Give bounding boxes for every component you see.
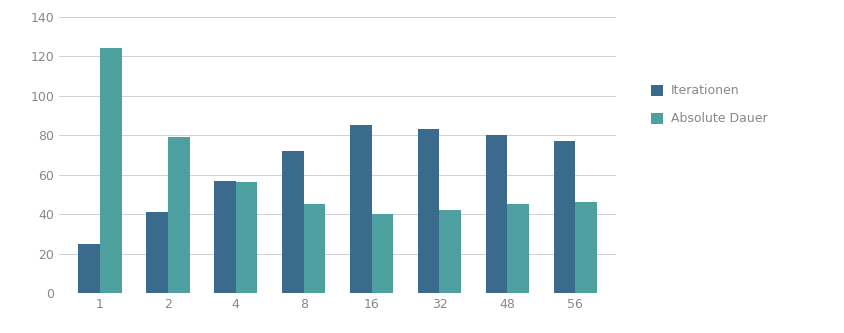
Bar [349, 125, 371, 293]
Bar [554, 141, 576, 293]
Bar [235, 182, 257, 293]
Bar [576, 202, 597, 293]
Bar [371, 214, 393, 293]
Bar [100, 48, 122, 293]
Bar [485, 135, 507, 293]
Bar [507, 204, 529, 293]
Bar [304, 204, 326, 293]
Bar [440, 210, 461, 293]
Bar [146, 212, 168, 293]
Bar [418, 129, 440, 293]
Legend: Iterationen, Absolute Dauer: Iterationen, Absolute Dauer [645, 78, 774, 132]
Bar [214, 180, 235, 293]
Bar [168, 137, 190, 293]
Bar [78, 244, 100, 293]
Bar [282, 151, 304, 293]
